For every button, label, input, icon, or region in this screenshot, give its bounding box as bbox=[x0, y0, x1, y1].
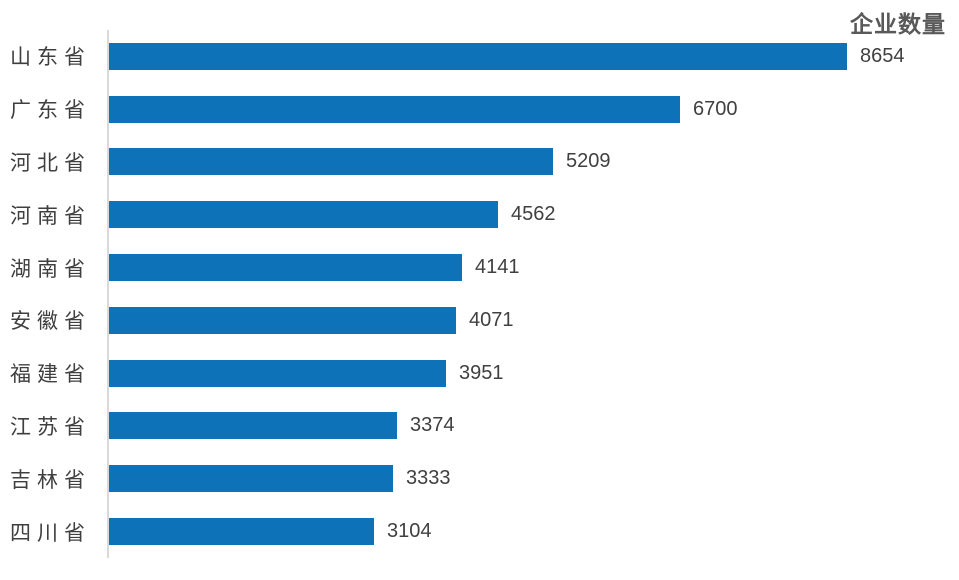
bar-row: 安徽省 4071 bbox=[0, 293, 959, 347]
value-label: 3951 bbox=[459, 361, 504, 384]
value-label: 3333 bbox=[406, 467, 451, 490]
value-label: 3374 bbox=[410, 414, 455, 437]
bar-row: 福建省 3951 bbox=[0, 346, 959, 400]
category-label: 吉林省 bbox=[10, 467, 91, 492]
bar-track: 4141 bbox=[107, 241, 959, 294]
bar bbox=[109, 359, 446, 387]
category-label: 广东省 bbox=[10, 98, 91, 123]
bar bbox=[109, 42, 847, 70]
bar bbox=[109, 306, 456, 334]
bar-track: 3333 bbox=[107, 452, 959, 506]
bar-track: 4562 bbox=[107, 188, 959, 242]
bar-track: 4071 bbox=[107, 293, 959, 347]
value-label: 5209 bbox=[566, 150, 611, 173]
plot-area: 山东省 8654 广东省 6700 河北省 5209 河南省 4562 湖南省 4141 安徽省 40… bbox=[0, 30, 959, 558]
bar-row: 四川省 3104 bbox=[0, 505, 959, 558]
bar-row: 广东省 6700 bbox=[0, 82, 959, 136]
bar-row: 湖南省 4141 bbox=[0, 241, 959, 294]
category-label: 福建省 bbox=[10, 362, 91, 387]
value-label: 4141 bbox=[475, 256, 520, 279]
bar-row: 河南省 4562 bbox=[0, 188, 959, 242]
bar bbox=[109, 465, 393, 493]
category-label: 安徽省 bbox=[10, 309, 91, 334]
category-label: 山东省 bbox=[10, 45, 91, 70]
bar-track: 8654 bbox=[107, 30, 959, 83]
bar-track: 6700 bbox=[107, 82, 959, 136]
category-label: 河南省 bbox=[10, 203, 91, 228]
bar bbox=[109, 412, 397, 440]
category-label: 河北省 bbox=[10, 150, 91, 175]
value-label: 3104 bbox=[387, 520, 432, 543]
category-label: 湖南省 bbox=[10, 256, 91, 281]
value-label: 4562 bbox=[511, 203, 556, 226]
bar-row: 吉林省 3333 bbox=[0, 452, 959, 506]
bar-row: 江苏省 3374 bbox=[0, 399, 959, 453]
bar-track: 3104 bbox=[107, 505, 959, 558]
value-label: 4071 bbox=[469, 308, 514, 331]
category-label: 江苏省 bbox=[10, 414, 91, 439]
category-label: 四川省 bbox=[10, 520, 91, 545]
bar bbox=[109, 518, 374, 546]
bar-track: 5209 bbox=[107, 135, 959, 189]
bar-row: 河北省 5209 bbox=[0, 135, 959, 189]
value-label: 8654 bbox=[860, 44, 905, 67]
bar-row: 山东省 8654 bbox=[0, 30, 959, 83]
bar bbox=[109, 254, 462, 282]
bar bbox=[109, 201, 498, 229]
chart-title: 企业数量 bbox=[850, 11, 946, 37]
value-label: 6700 bbox=[693, 97, 738, 120]
bar-track: 3374 bbox=[107, 399, 959, 453]
bar bbox=[109, 148, 553, 176]
bar-track: 3951 bbox=[107, 346, 959, 400]
bar bbox=[109, 95, 680, 123]
